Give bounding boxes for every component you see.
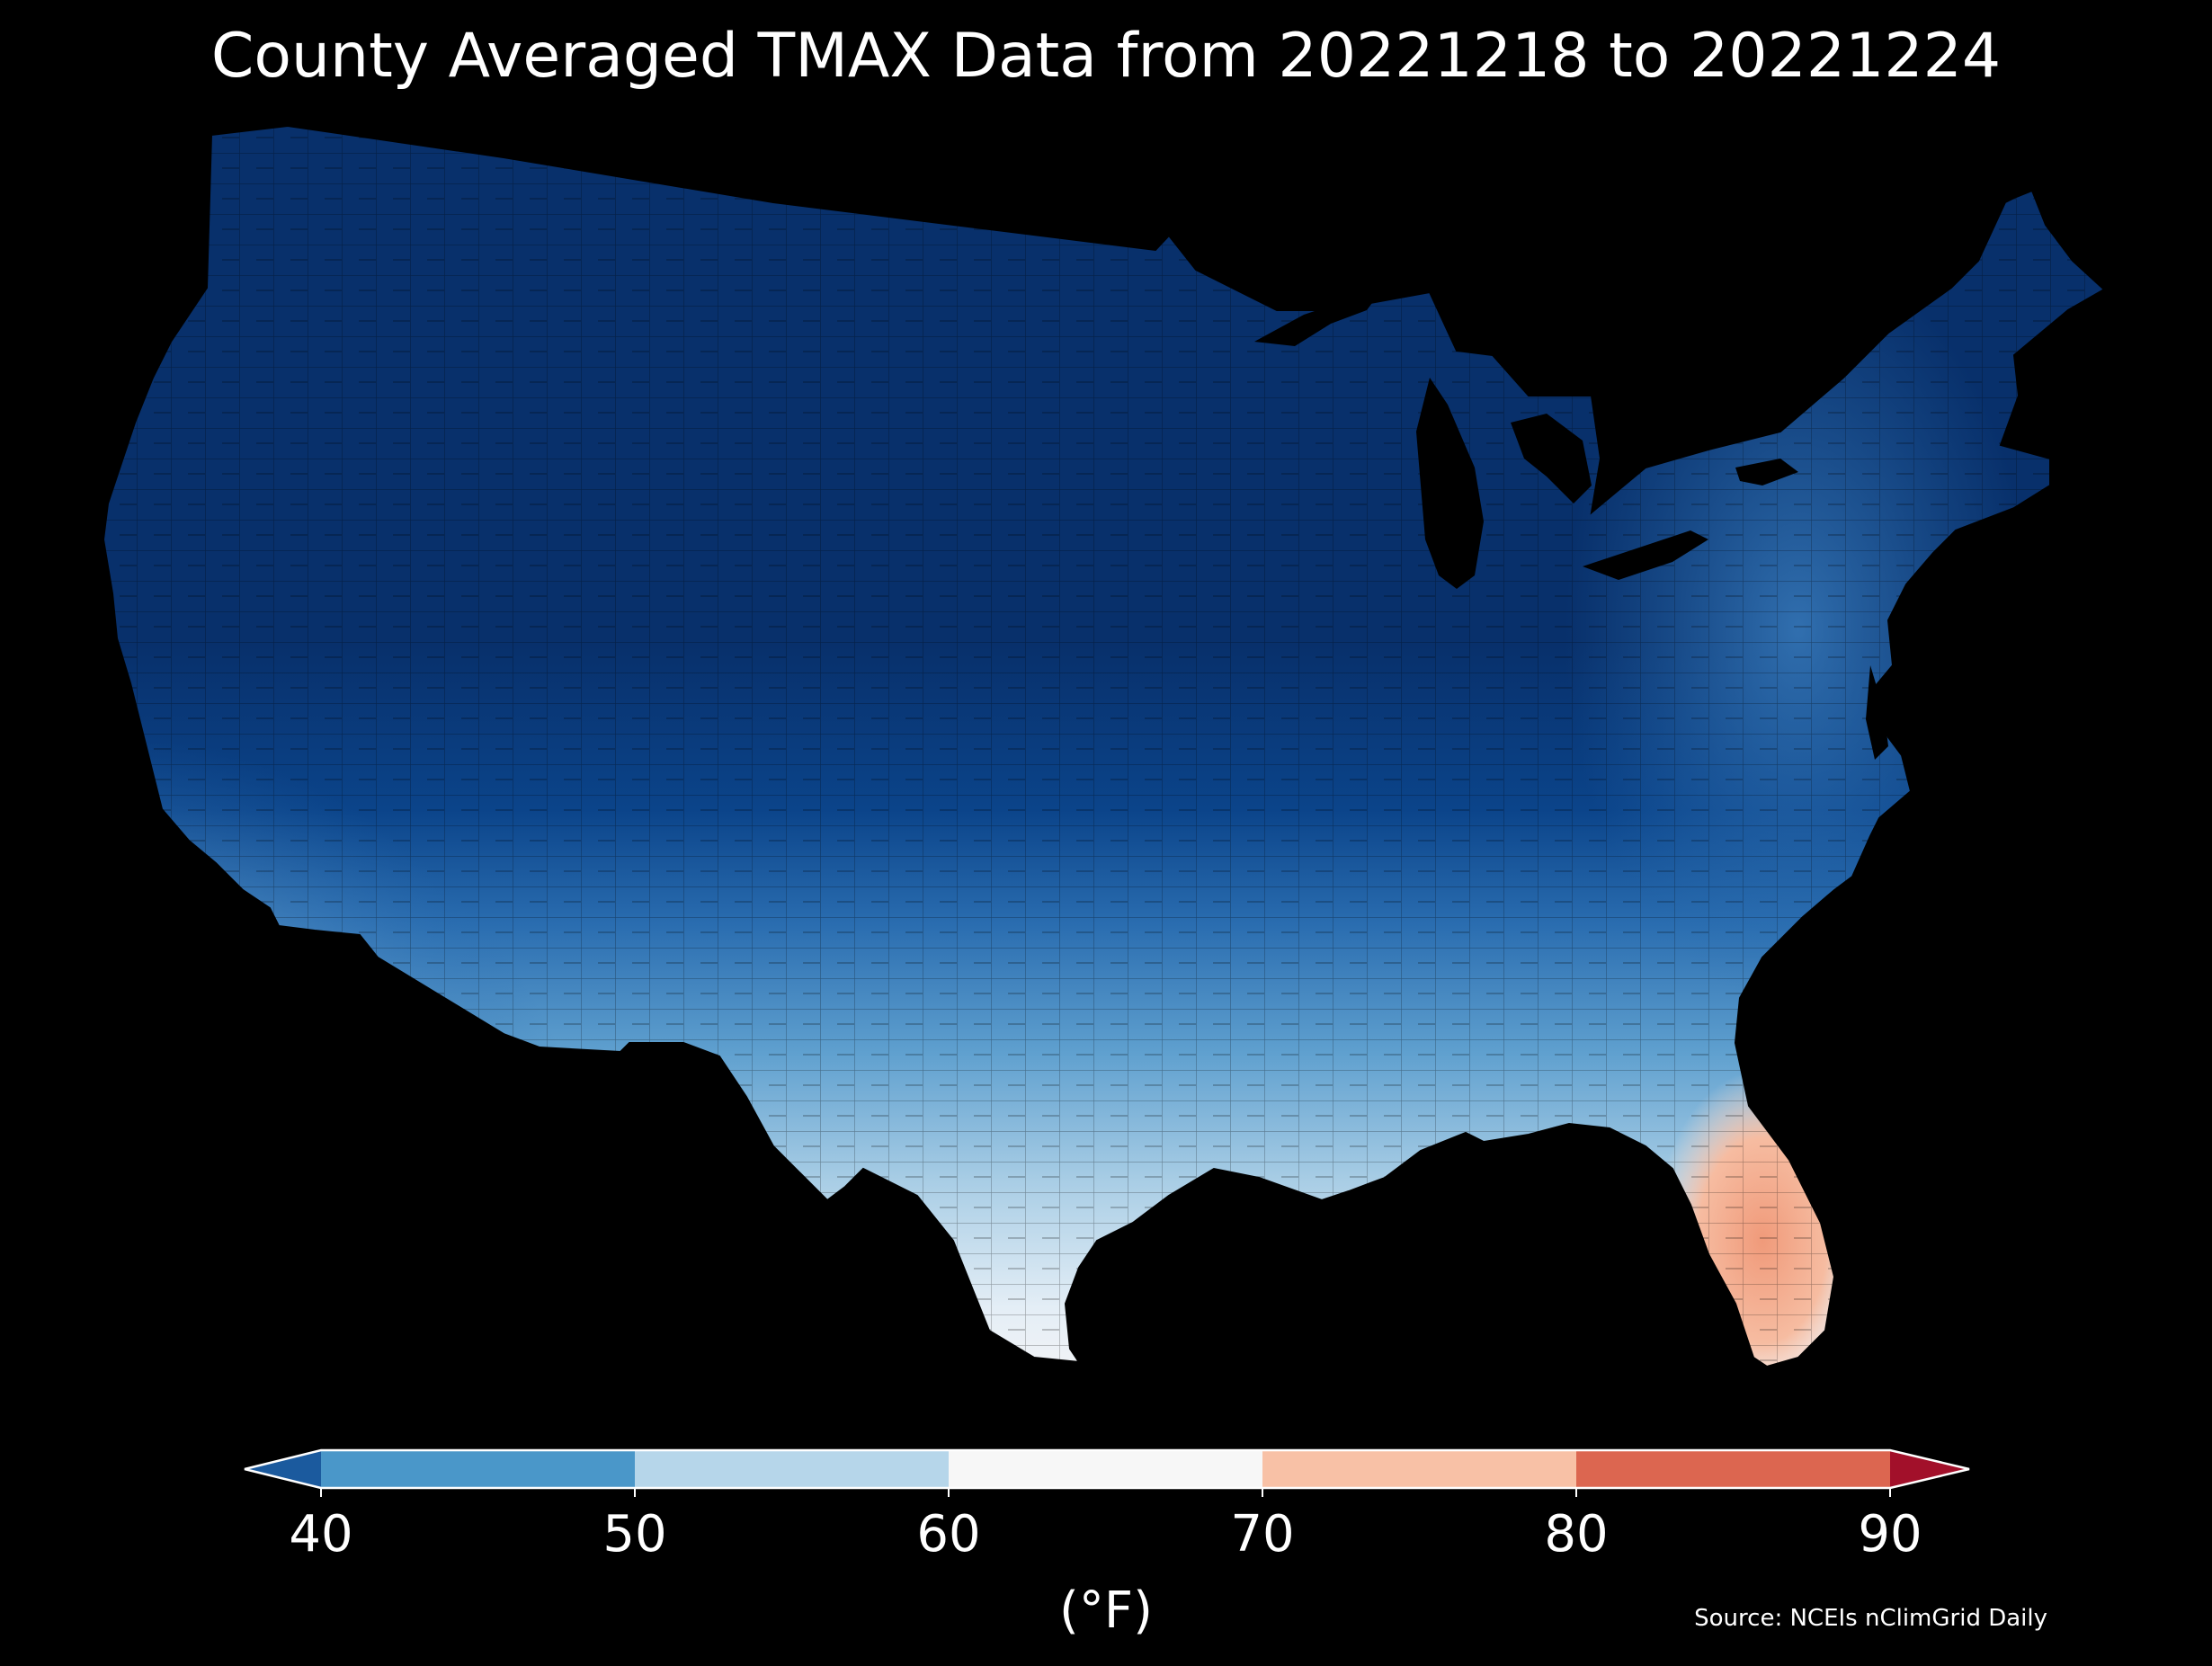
colorbar-bin-5 xyxy=(1262,1450,1577,1488)
colorbar-unit-label: (°F) xyxy=(1059,1581,1153,1640)
colorbar-bin-3 xyxy=(635,1450,950,1488)
lake-superior xyxy=(1254,286,1385,346)
colorbar-tick-label-90: 90 xyxy=(1858,1505,1922,1564)
lake-michigan xyxy=(1416,378,1484,589)
colorbar-bin-1 xyxy=(245,1450,321,1488)
colorbar-bin-2 xyxy=(321,1450,636,1488)
chesapeake-bay xyxy=(1866,665,1888,760)
lake-erie xyxy=(1583,530,1708,580)
lake-ontario xyxy=(1735,459,1798,486)
colorbar-tick-label-60: 60 xyxy=(916,1505,981,1564)
source-credit: Source: NCEIs nClimGrid Daily xyxy=(1694,1605,2047,1632)
colorbar-tick-label-80: 80 xyxy=(1544,1505,1609,1564)
colorbar-bin-7 xyxy=(1890,1450,1969,1488)
colorbar-tick-label-70: 70 xyxy=(1230,1505,1295,1564)
colorbar-bin-6 xyxy=(1576,1450,1891,1488)
colorbar-tick-label-40: 40 xyxy=(289,1505,353,1564)
colorbar-bin-4 xyxy=(949,1450,1263,1488)
map-title: County Averaged TMAX Data from 20221218 … xyxy=(210,21,2002,92)
colorbar-tick-label-50: 50 xyxy=(602,1505,667,1564)
lake-huron xyxy=(1511,414,1592,503)
